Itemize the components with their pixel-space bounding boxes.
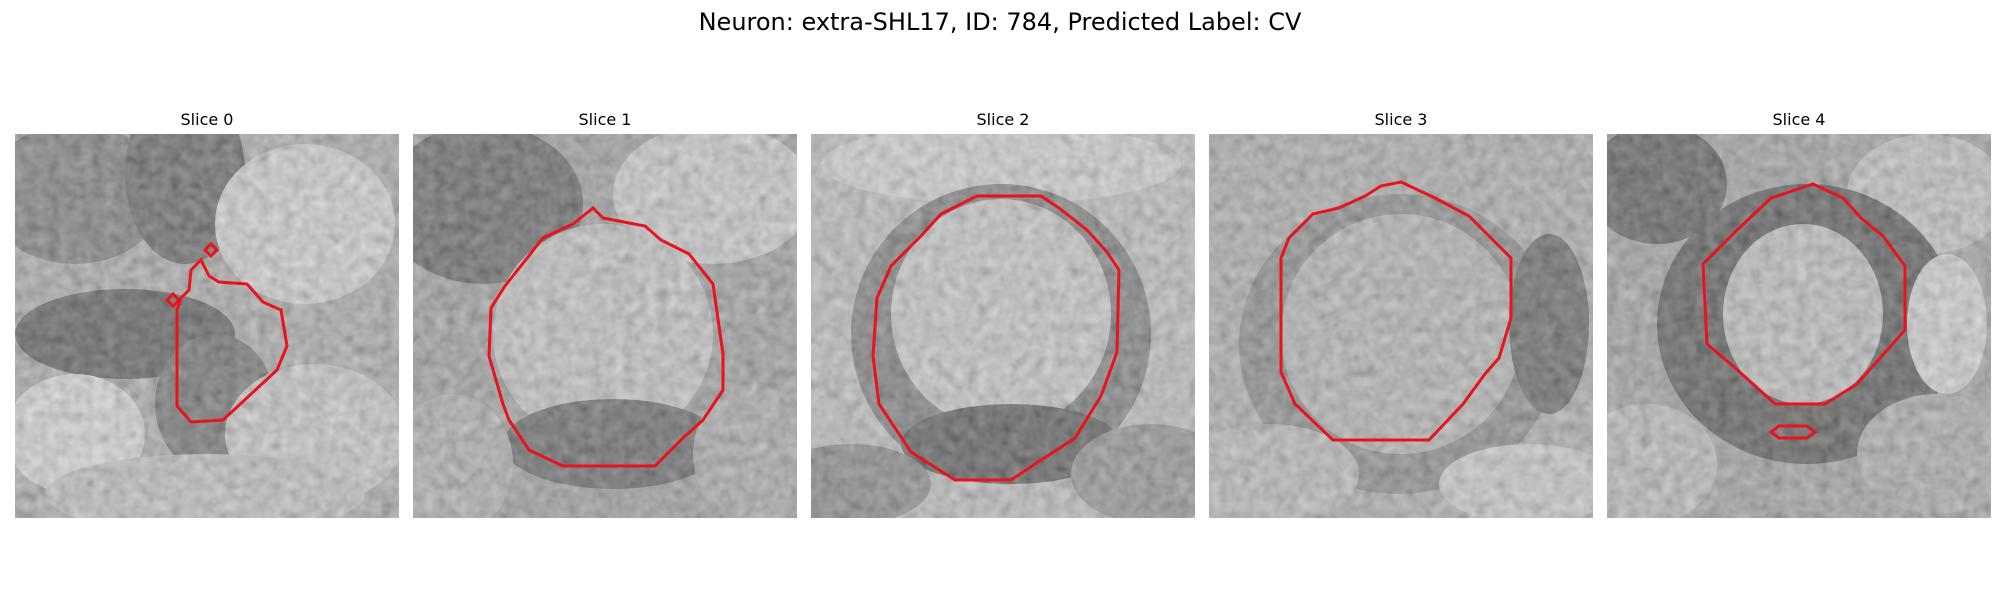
contour-1 xyxy=(487,205,725,468)
contour-0-fragment-b xyxy=(202,241,220,259)
slice-title-3: Slice 3 xyxy=(1374,110,1428,129)
contour-0-fragment-a xyxy=(164,291,182,309)
contour-4 xyxy=(1701,182,1907,406)
contour-2 xyxy=(871,194,1121,482)
slice-panel-1: Slice 1 xyxy=(413,110,797,518)
contour-4-fragment xyxy=(1768,424,1818,440)
slice-panel-4: Slice 4 xyxy=(1607,110,1991,518)
slice-image-2 xyxy=(811,134,1195,518)
slice-title-4: Slice 4 xyxy=(1772,110,1826,129)
slice-image-0 xyxy=(15,134,399,518)
slice-image-1 xyxy=(413,134,797,518)
slice-image-3 xyxy=(1209,134,1593,518)
slice-title-2: Slice 2 xyxy=(976,110,1030,129)
figure-title: Neuron: extra-SHL17, ID: 784, Predicted … xyxy=(698,8,1302,36)
contour-3 xyxy=(1279,180,1513,442)
slice-panel-3: Slice 3 xyxy=(1209,110,1593,518)
slice-panel-0: Slice 0 xyxy=(15,110,399,518)
contour-0 xyxy=(175,257,289,424)
slice-image-4 xyxy=(1607,134,1991,518)
slice-title-0: Slice 0 xyxy=(180,110,234,129)
slice-panel-2: Slice 2 xyxy=(811,110,1195,518)
slice-title-1: Slice 1 xyxy=(578,110,632,129)
